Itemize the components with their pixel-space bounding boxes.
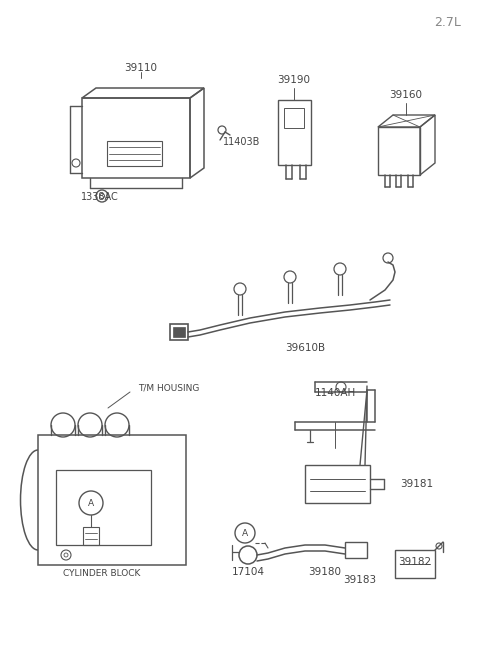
Text: 39160: 39160 <box>389 90 422 100</box>
Polygon shape <box>173 327 185 337</box>
Text: 39610B: 39610B <box>285 343 325 353</box>
Text: A: A <box>88 498 94 508</box>
Text: 39110: 39110 <box>124 63 157 73</box>
Text: 39190: 39190 <box>277 75 311 85</box>
Text: 17104: 17104 <box>231 567 264 577</box>
Text: 39180: 39180 <box>309 567 341 577</box>
Text: 1140AH: 1140AH <box>314 388 356 398</box>
Text: CYLINDER BLOCK: CYLINDER BLOCK <box>63 569 141 578</box>
Text: 2.7L: 2.7L <box>434 16 461 29</box>
Text: 39181: 39181 <box>400 479 433 489</box>
Text: 11403B: 11403B <box>223 137 261 147</box>
Text: 39182: 39182 <box>398 557 432 567</box>
Text: 39183: 39183 <box>343 575 377 585</box>
Text: 1338AC: 1338AC <box>81 192 119 202</box>
Text: A: A <box>242 529 248 538</box>
Text: T/M HOUSING: T/M HOUSING <box>138 383 199 392</box>
